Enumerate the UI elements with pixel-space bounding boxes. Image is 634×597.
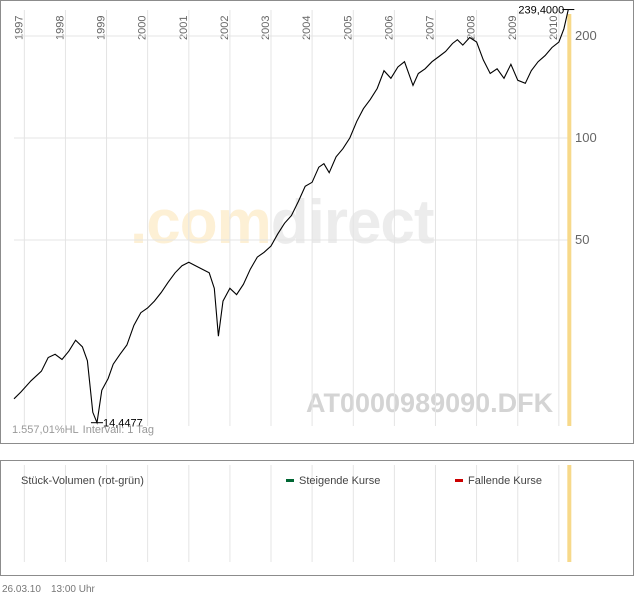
chart-footer-stats: 1.557,01%HL Intervall: 1 Tag [12, 424, 158, 436]
x-tick-label: 2010 [548, 16, 560, 40]
x-tick-label: 2000 [137, 16, 149, 40]
x-tick-label: 2009 [507, 16, 519, 40]
timestamp-date: 26.03.10 [2, 584, 41, 595]
y-tick-label: 100 [575, 130, 597, 145]
x-tick-label: 2004 [301, 16, 313, 40]
x-tick-label: 2008 [466, 16, 478, 40]
interval-label: Intervall: 1 Tag [82, 424, 155, 436]
volume-title: Stück-Volumen (rot-grün) [21, 475, 144, 487]
x-tick-label: 2007 [424, 16, 436, 40]
price-chart-panel [0, 0, 634, 444]
legend-falling-label: Fallende Kurse [468, 475, 542, 487]
latest-highlight-bar [567, 14, 572, 426]
price-line [13, 9, 569, 425]
timestamp: 26.03.10 13:00 Uhr [2, 584, 105, 595]
legend-rising: Steigende Kurse [286, 475, 380, 487]
performance-label: 1.557,01%HL [12, 424, 79, 436]
y-tick-label: 200 [575, 28, 597, 43]
x-tick-label: 1999 [96, 16, 108, 40]
min-label: 14,4477 [103, 418, 143, 430]
isin-watermark: AT0000989090.DFK [306, 388, 554, 418]
x-tick-label: 2005 [342, 16, 354, 40]
legend-falling-swatch [455, 478, 463, 482]
x-tick-label: 2003 [260, 16, 272, 40]
legend-rising-label: Steigende Kurse [299, 475, 381, 487]
brand-watermark: .comdirect [130, 188, 435, 258]
x-tick-label: 1998 [54, 16, 66, 40]
timestamp-time: 13:00 Uhr [50, 584, 95, 595]
legend-falling: Fallende Kurse [455, 475, 542, 487]
x-tick-label: 2002 [219, 16, 231, 40]
legend-rising-swatch [286, 478, 294, 482]
x-tick-label: 2001 [178, 16, 190, 40]
volume-chart-panel [0, 460, 634, 576]
volume-highlight-bar [567, 465, 572, 562]
y-tick-label: 50 [575, 232, 589, 247]
x-tick-label: 1997 [13, 16, 25, 40]
brand-watermark-b: direct [270, 188, 435, 257]
brand-watermark-a: .com [130, 188, 272, 257]
x-tick-label: 2006 [383, 16, 395, 40]
max-label: 239,4000 [518, 5, 564, 17]
